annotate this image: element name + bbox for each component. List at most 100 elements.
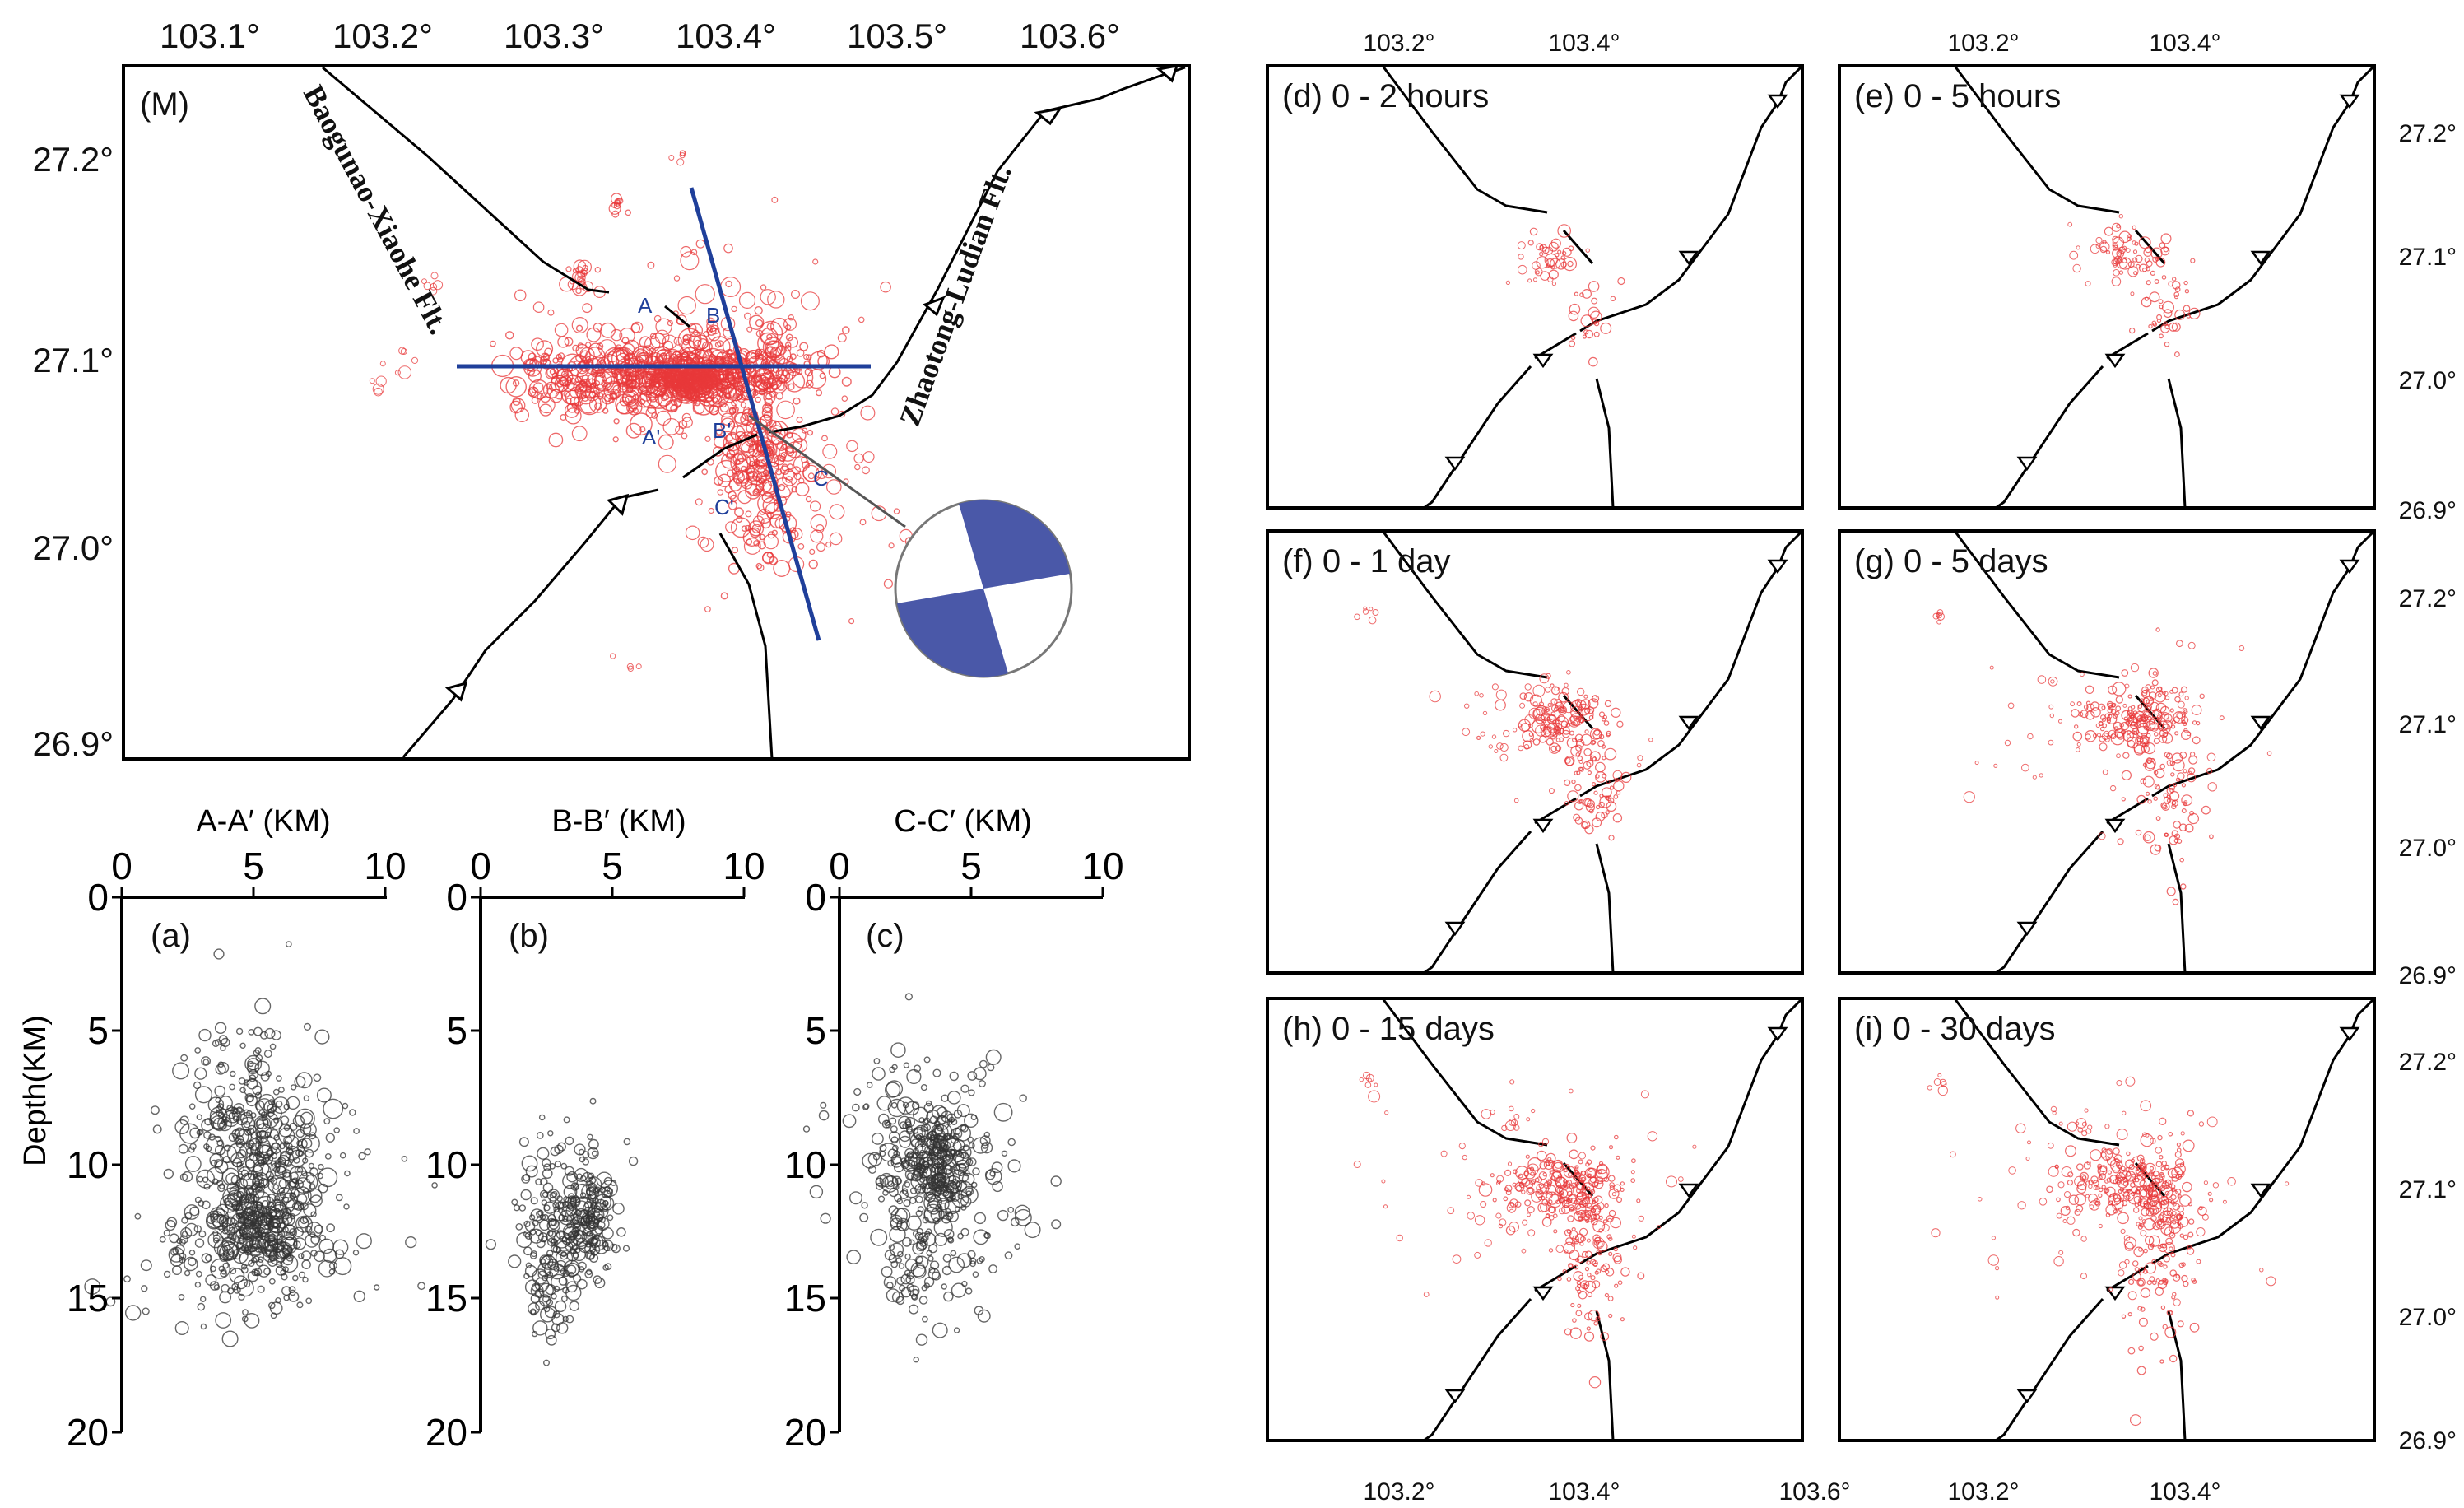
event-circle (1523, 691, 1534, 702)
event-circle (889, 1117, 897, 1125)
event-circle (717, 473, 732, 487)
event-circle (1550, 683, 1555, 688)
event-circle (1581, 1250, 1589, 1259)
event-circle (617, 381, 629, 393)
event-circle (2076, 742, 2081, 747)
event-circle (1568, 310, 1579, 322)
event-circle (744, 312, 751, 320)
event-circle (837, 333, 847, 343)
event-circle (960, 1227, 969, 1237)
event-circle (2116, 1161, 2123, 1170)
event-circle (2088, 1194, 2099, 1203)
event-circle (1614, 1283, 1619, 1288)
thrust-triangle (2016, 1389, 2038, 1404)
event-circle (1383, 1204, 1388, 1209)
event-circle (575, 287, 582, 295)
event-circle (159, 1236, 166, 1243)
event-circle (2126, 733, 2131, 738)
event-circle (2161, 711, 2169, 720)
lat-tick: 27.1° (32, 341, 114, 379)
event-circle (735, 478, 742, 485)
event-circle (176, 1237, 183, 1245)
event-circle (189, 1127, 201, 1139)
event-circle (846, 440, 858, 453)
event-circle (2122, 703, 2127, 708)
event-circle (2085, 685, 2094, 695)
event-circle (927, 1255, 934, 1262)
event-circle (2048, 739, 2054, 746)
event-circle (1512, 1182, 1517, 1187)
event-circle (561, 1295, 568, 1302)
event-circle (688, 331, 708, 351)
event-circle (263, 1240, 279, 1255)
event-circle (610, 393, 617, 400)
event-circle (880, 281, 891, 293)
event-circle (217, 1061, 230, 1074)
event-circle (2124, 683, 2130, 689)
thrust-triangle (2104, 818, 2126, 834)
event-circle (2167, 1198, 2173, 1204)
event-circle (1573, 716, 1578, 721)
event-circle (2186, 1247, 2195, 1255)
event-circle (588, 1138, 599, 1150)
event-circle (961, 1280, 968, 1287)
event-circle (1462, 728, 1471, 737)
event-circle (556, 1322, 569, 1334)
event-circle (1581, 1170, 1587, 1176)
event-circle (895, 1177, 903, 1185)
event-circle (918, 1117, 925, 1124)
event-circle (752, 389, 759, 397)
event-circle (879, 1143, 899, 1162)
event-circle (218, 1245, 235, 1261)
event-circle (295, 1072, 313, 1089)
event-circle (1513, 1114, 1520, 1119)
event-circle (105, 1296, 116, 1307)
event-circle (825, 542, 832, 548)
event-circle (2166, 760, 2173, 766)
event-circle (1602, 756, 1606, 761)
event-circle (554, 323, 569, 337)
event-circle (1606, 779, 1611, 784)
event-circle (762, 552, 775, 565)
event-circle (915, 1255, 923, 1264)
event-circle (233, 1221, 251, 1240)
event-circle (358, 1152, 366, 1161)
event-circle (2206, 767, 2213, 775)
event-circle (1517, 723, 1523, 728)
event-circle (2212, 1182, 2220, 1189)
event-circle (546, 1334, 557, 1346)
event-circle (2162, 1180, 2167, 1185)
event-circle (586, 327, 602, 342)
event-circle (1584, 1312, 1593, 1321)
event-circle (254, 998, 272, 1015)
event-circle (806, 354, 812, 361)
event-circle (2144, 296, 2149, 301)
event-circle (2132, 1178, 2136, 1183)
event-circle (784, 342, 792, 348)
event-circle (2078, 711, 2084, 717)
event-circle (2039, 1198, 2048, 1206)
event-circle (2120, 1166, 2126, 1171)
event-circle (2052, 1110, 2057, 1115)
event-circle (2090, 701, 2100, 711)
event-circle (950, 1179, 960, 1189)
event-circle (543, 1359, 551, 1366)
event-circle (1527, 278, 1532, 283)
event-circle (218, 1120, 228, 1130)
thrust-triangle (1532, 353, 1554, 369)
event-circle (538, 1219, 551, 1231)
event-circle (2102, 769, 2108, 775)
event-circle (525, 1165, 538, 1178)
event-circle (942, 1254, 952, 1263)
event-circle (1598, 711, 1606, 718)
event-circle (755, 396, 761, 403)
event-circle (613, 418, 620, 425)
event-circle (226, 1104, 234, 1112)
event-circle (2131, 730, 2136, 735)
event-circle (180, 1226, 193, 1240)
event-circle (937, 1198, 950, 1211)
event-circle (316, 1087, 332, 1103)
event-circle (181, 1217, 188, 1224)
event-circle (723, 243, 733, 254)
